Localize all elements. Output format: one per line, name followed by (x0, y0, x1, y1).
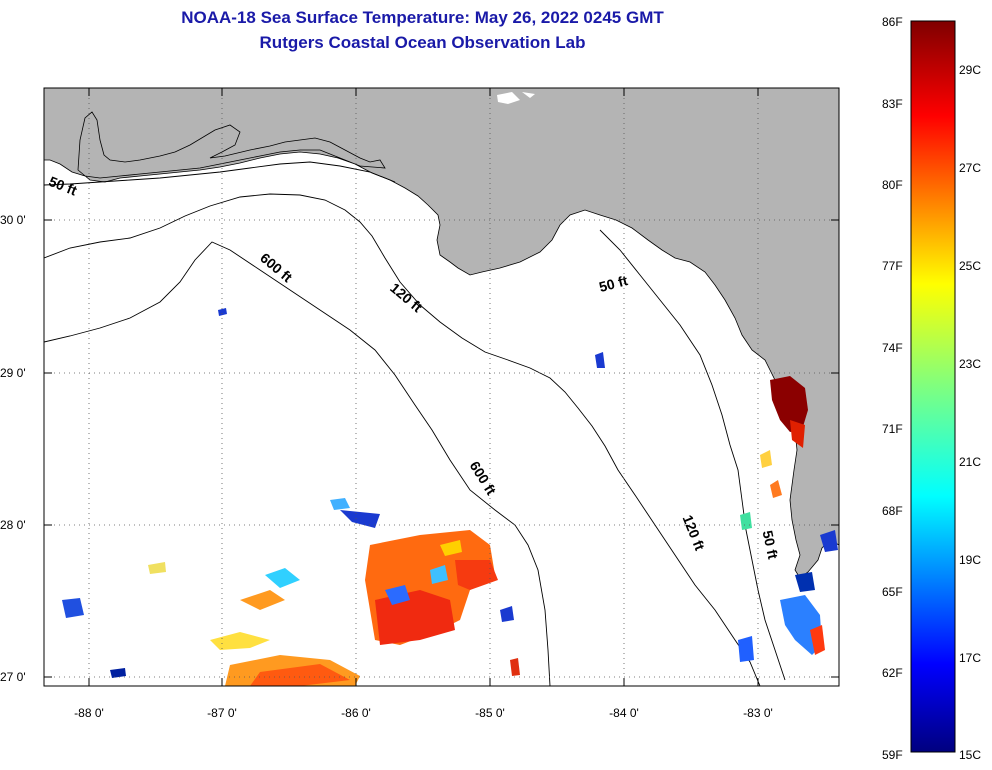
lon-label-84: -84 0' (609, 706, 639, 720)
land-mass (44, 88, 839, 579)
plot-frame (43, 87, 840, 687)
lon-label-88: -88 0' (74, 706, 104, 720)
lat-label-30: 30 0' (0, 213, 26, 227)
colorbar-c-labels: 29C 27C 25C 23C 21C 19C 17C 15C (959, 63, 981, 762)
cb-label-80f: 80F (882, 178, 903, 192)
cb-label-77f: 77F (882, 259, 903, 273)
lon-label-86: -86 0' (341, 706, 371, 720)
lat-label-29: 29 0' (0, 366, 26, 380)
lake (497, 92, 520, 104)
lon-label-87: -87 0' (207, 706, 237, 720)
title-line-1: NOAA-18 Sea Surface Temperature: May 26,… (181, 8, 664, 27)
lake-small (522, 92, 535, 98)
colorbar (910, 20, 956, 753)
sst-patches (62, 308, 838, 686)
lat-label-27: 27 0' (0, 670, 26, 684)
cb-label-62f: 62F (882, 666, 903, 680)
cb-label-25c: 25C (959, 259, 981, 273)
cb-label-83f: 83F (882, 97, 903, 111)
cb-label-15c: 15C (959, 748, 981, 762)
cb-label-29c: 29C (959, 63, 981, 77)
cb-label-19c: 19C (959, 553, 981, 567)
cb-label-27c: 27C (959, 161, 981, 175)
lat-label-28: 28 0' (0, 518, 26, 532)
contour-50ft-east (599, 229, 786, 681)
contour-600ft (44, 241, 551, 686)
cb-label-59f: 59F (882, 748, 903, 762)
cb-label-23c: 23C (959, 357, 981, 371)
cb-label-71f: 71F (882, 422, 903, 436)
cb-label-86f: 86F (882, 15, 903, 29)
contour-label-50ft-central: 50 ft (597, 272, 629, 295)
axis-ticks (44, 88, 839, 686)
cb-label-74f: 74F (882, 341, 903, 355)
contour-50ft-west (44, 161, 396, 186)
cb-label-65f: 65F (882, 585, 903, 599)
title-line-2: Rutgers Coastal Ocean Observation Lab (259, 33, 586, 52)
cb-label-68f: 68F (882, 504, 903, 518)
lon-label-83: -83 0' (743, 706, 773, 720)
contour-120ft (44, 193, 761, 686)
colorbar-f-labels: 86F 83F 80F 77F 74F 71F 68F 65F 62F 59F (882, 15, 903, 762)
contour-label-50ft-south: 50 ft (760, 529, 782, 561)
cb-label-17c: 17C (959, 651, 981, 665)
cb-label-21c: 21C (959, 455, 981, 469)
lon-label-85: -85 0' (475, 706, 505, 720)
